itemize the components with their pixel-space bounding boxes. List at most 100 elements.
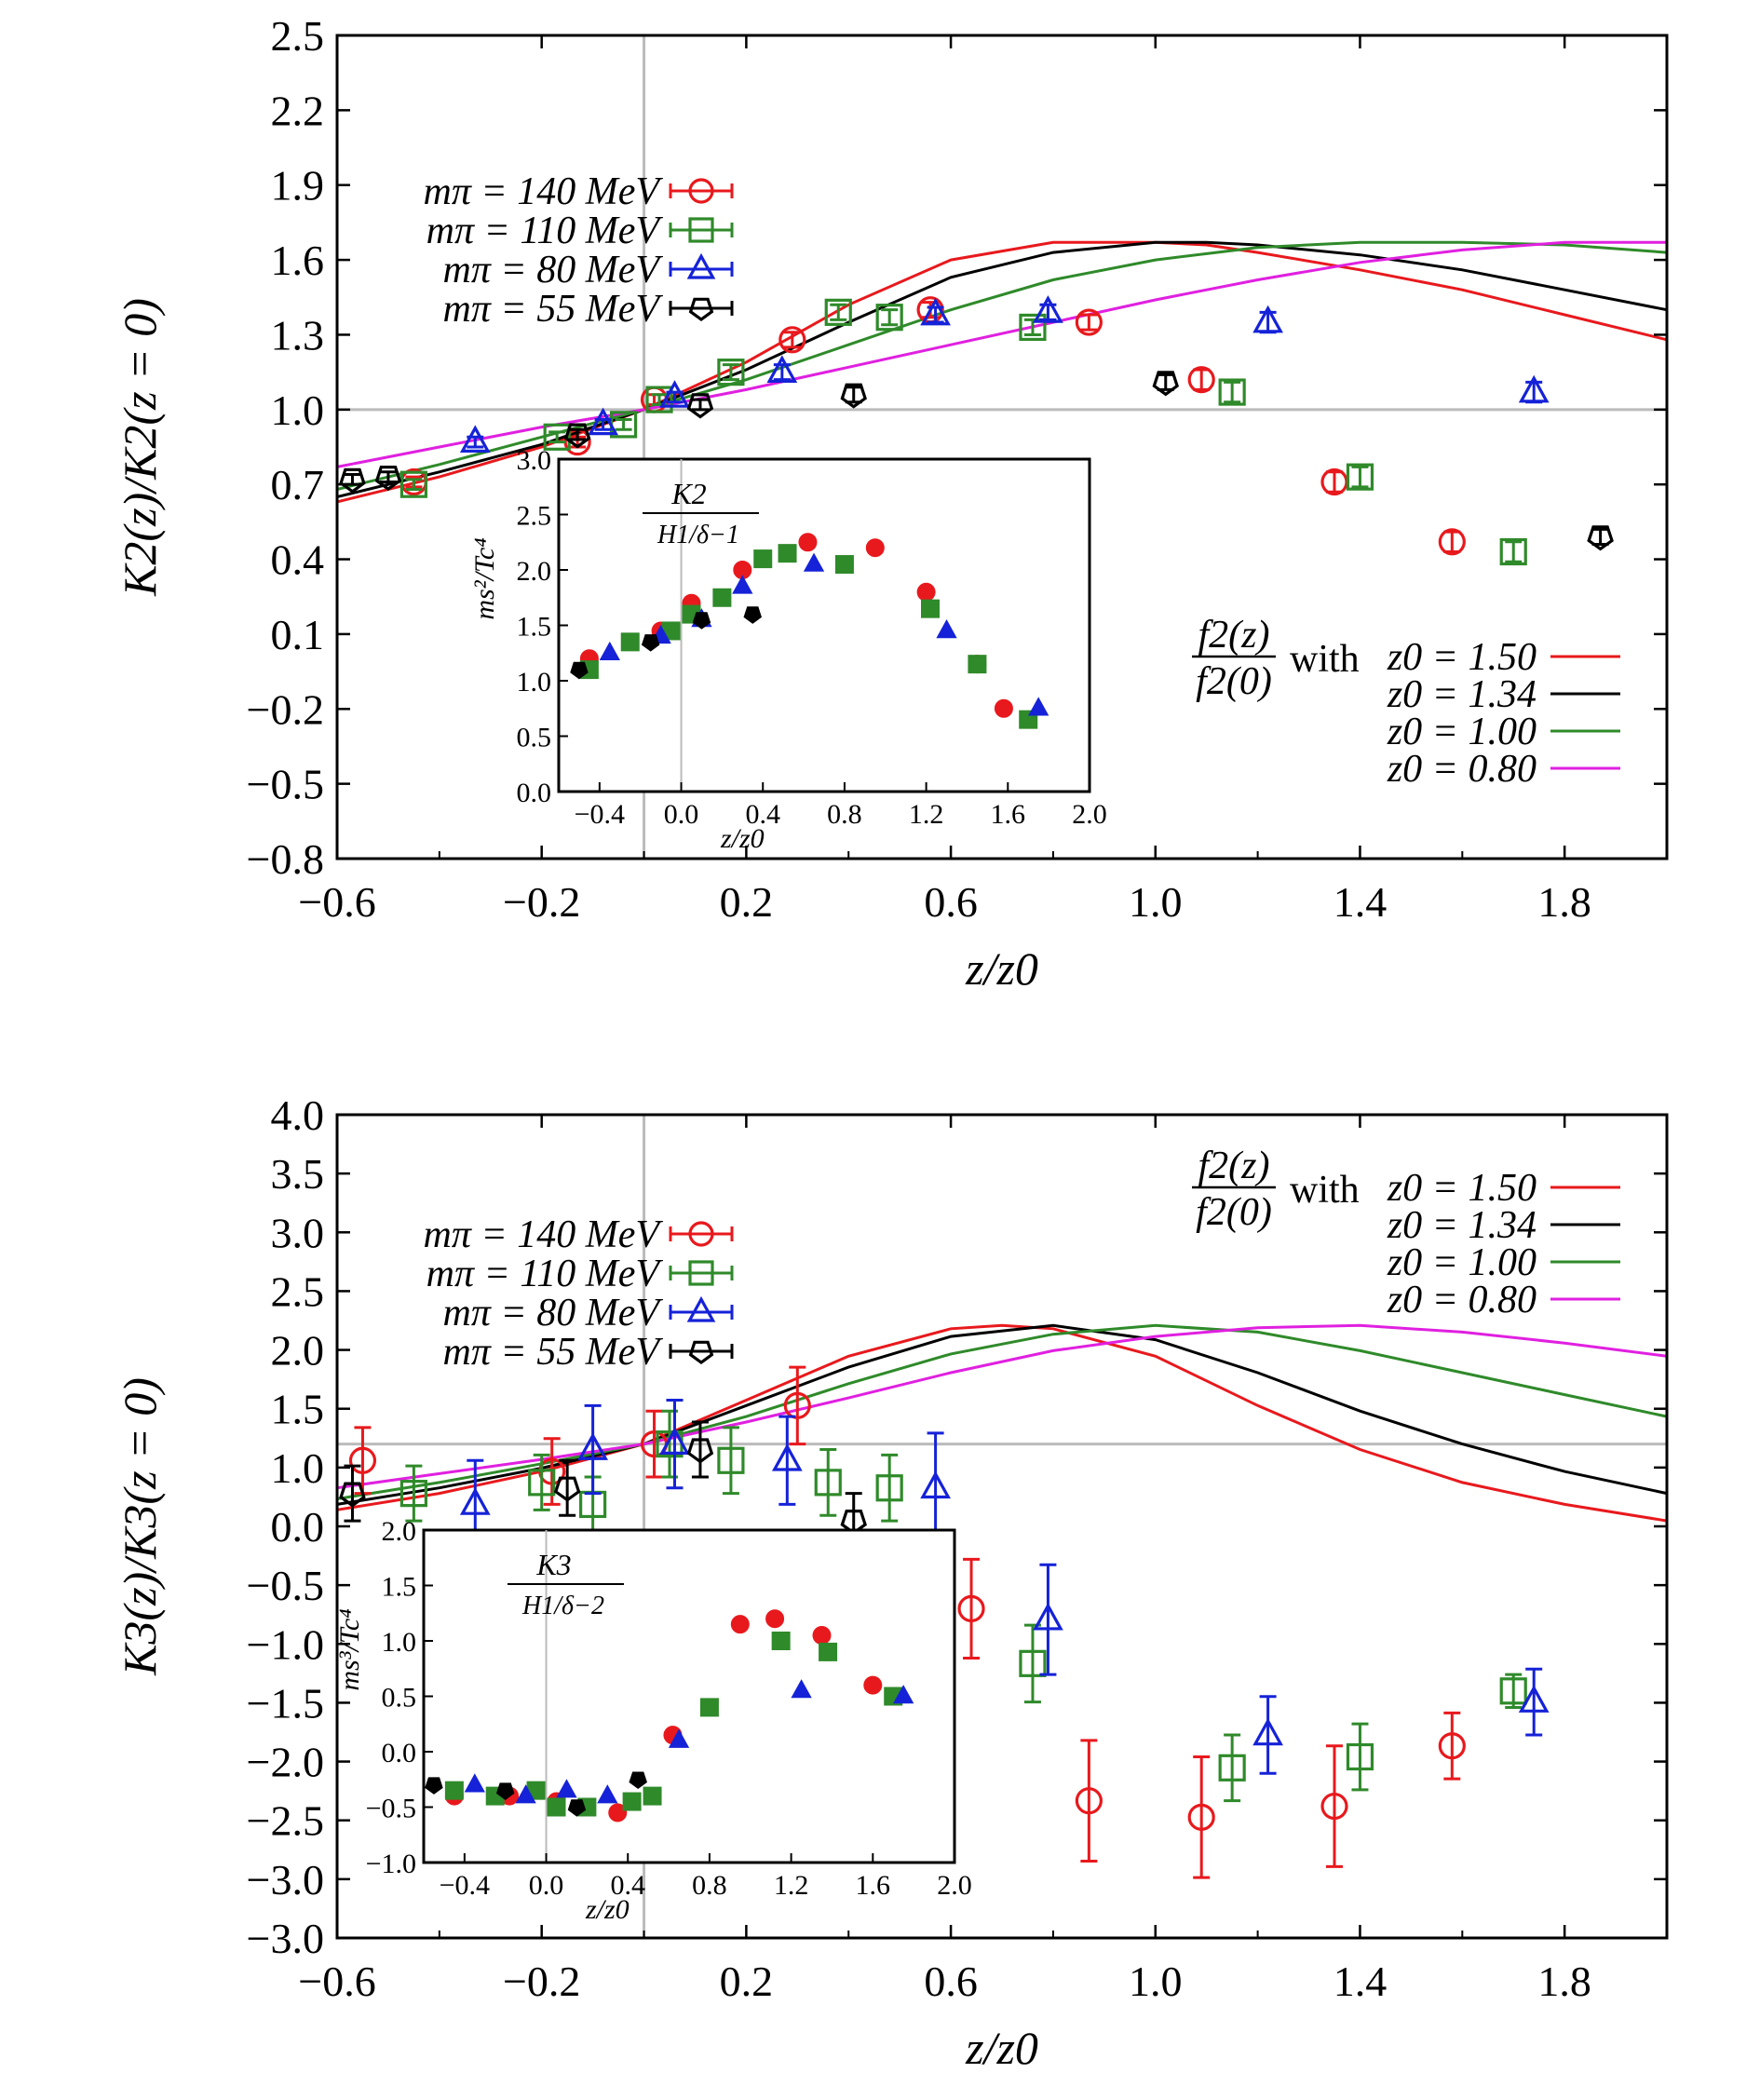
inset-point-m55 [567,1799,587,1817]
data-point-m140 [1438,528,1466,556]
legend-series-label: mπ = 110 MeV [426,1253,664,1295]
inset-ylabel-num: K2 [670,477,706,510]
inset-y-tick-label: 1.5 [517,612,552,643]
inset-point-m55 [570,661,589,680]
inset-point-m110 [834,555,854,575]
legend-curve-label: z0 = 0.80 [1387,748,1537,791]
data-point-m140 [778,326,806,354]
legend-with: with [1290,638,1360,681]
data-point-m55 [339,1482,366,1508]
x-tick-label: 1.4 [1334,878,1388,926]
inset-x-tick-label: 0.0 [529,1870,564,1901]
data-point-m80 [588,407,618,436]
y-axis-label: K3(z)/K3(z = 0) [114,1377,166,1676]
inset-point-m80 [791,1679,812,1699]
legend-curve-label: z0 = 1.00 [1387,711,1537,753]
y-tick-label: −0.2 [247,685,324,733]
data-point-m55 [686,393,714,419]
inset-y-tick-label: 0.0 [517,778,552,808]
y-tick-label: −2.5 [247,1797,324,1845]
y-tick-label: 3.0 [271,1209,325,1256]
data-point-m80 [459,425,491,453]
inset-ylabel-den: H1/δ−1 [657,521,739,549]
data-point-m110 [1019,1649,1047,1677]
y-tick-label: 0.4 [271,536,325,584]
y-tick-label: 0.7 [271,461,325,508]
x-tick-label: 1.8 [1537,1958,1591,2005]
legend-curve-label: z0 = 1.34 [1387,1204,1537,1247]
data-point-m80 [1033,295,1063,323]
data-point-m140 [1187,1803,1215,1831]
inset-x-tick-label: 2.0 [937,1870,972,1901]
data-point-m110 [1499,1677,1527,1705]
data-point-m110 [1019,313,1047,342]
data-point-m110 [824,298,852,326]
inset-point-m80 [1028,697,1049,716]
data-point-m140 [1075,308,1103,336]
data-point-m110 [543,423,571,451]
data-point-m80 [577,1432,608,1460]
legend-marker-m80 [686,252,716,279]
inset-x-tick-label: 1.6 [991,799,1026,830]
curve-0.80 [336,1323,1668,1490]
inset-point-m110 [968,655,987,674]
inset-y-tick-label: 1.0 [382,1627,417,1658]
inset-y-tick-label: 2.5 [517,501,552,532]
curve-1.50 [336,1323,1668,1523]
inset-point-m140 [863,1675,883,1695]
data-point-m110 [1218,378,1246,406]
inset-unit-label: ms²/Tc⁴ [469,537,500,619]
legend-fraction-den: f2(0) [1196,1191,1272,1234]
inset-point-m80 [668,1728,690,1748]
inset-x-tick-label: 0.4 [745,799,780,830]
y-tick-label: −3.0 [247,1856,324,1904]
data-point-m110 [399,1480,427,1508]
y-tick-label: 1.0 [271,1444,325,1492]
legend-marker-m55 [688,297,714,321]
inset-y-tick-label: 0.5 [517,723,552,753]
legend-fraction-den: f2(0) [1196,660,1272,703]
y-tick-label: −2.0 [247,1739,324,1786]
y-tick-label: −0.5 [247,1562,324,1609]
x-tick-label: 1.8 [1537,878,1591,926]
inset-point-m80 [893,1685,914,1704]
inset-x-label: z/z0 [585,1894,630,1925]
inset-point-m140 [608,1803,628,1822]
legend-series-label: mπ = 55 MeV [443,288,664,331]
inset-point-m110 [643,1786,662,1806]
x-tick-label: −0.2 [503,878,580,926]
inset-point-m55 [743,606,762,624]
data-point-m140 [1438,1732,1466,1760]
y-tick-label: 0.0 [271,1503,325,1551]
inset-point-m140 [865,538,885,558]
inset-x-tick-label: 1.2 [774,1870,809,1901]
y-tick-label: 1.3 [271,311,325,359]
x-tick-label: −0.6 [298,1958,375,2005]
legend-marker-m80 [686,1295,716,1322]
data-point-m110 [717,1446,745,1474]
inset-point-m140 [798,533,818,552]
inset-frame [422,1528,956,1864]
inset-point-m80 [599,641,620,660]
inset-ylabel-den: H1/δ−2 [521,1592,604,1620]
inset-y-tick-label: 0.0 [382,1738,417,1768]
data-point-m110 [1218,1754,1246,1782]
inset: −1.0 −0.5 0.0 0.5 1.0 1.5 2.0 −0.4 0.0 0.4 0.8 1.2 1… [334,1516,972,1925]
legend-marker-m110 [688,217,714,243]
legend-curve-label: z0 = 1.00 [1387,1241,1537,1284]
data-point-m140 [1075,1787,1103,1815]
inset-point-m110 [778,544,797,563]
data-point-m110 [528,1469,556,1497]
inset-y-tick-label: 0.5 [382,1683,417,1714]
data-point-m55 [840,383,867,409]
inset-point-m110 [622,1792,642,1811]
x-tick-label: −0.6 [298,878,375,926]
inset-point-m55 [641,634,660,652]
data-point-m140 [783,1391,811,1419]
legend-curve-label: z0 = 1.50 [1387,1167,1537,1210]
legend-fraction-num: f2(z) [1198,614,1270,657]
data-point-m80 [920,1470,951,1499]
inset-y-tick-label: 3.0 [517,445,552,476]
y-tick-label: 1.6 [271,237,325,284]
inset-point-m80 [515,1784,536,1804]
